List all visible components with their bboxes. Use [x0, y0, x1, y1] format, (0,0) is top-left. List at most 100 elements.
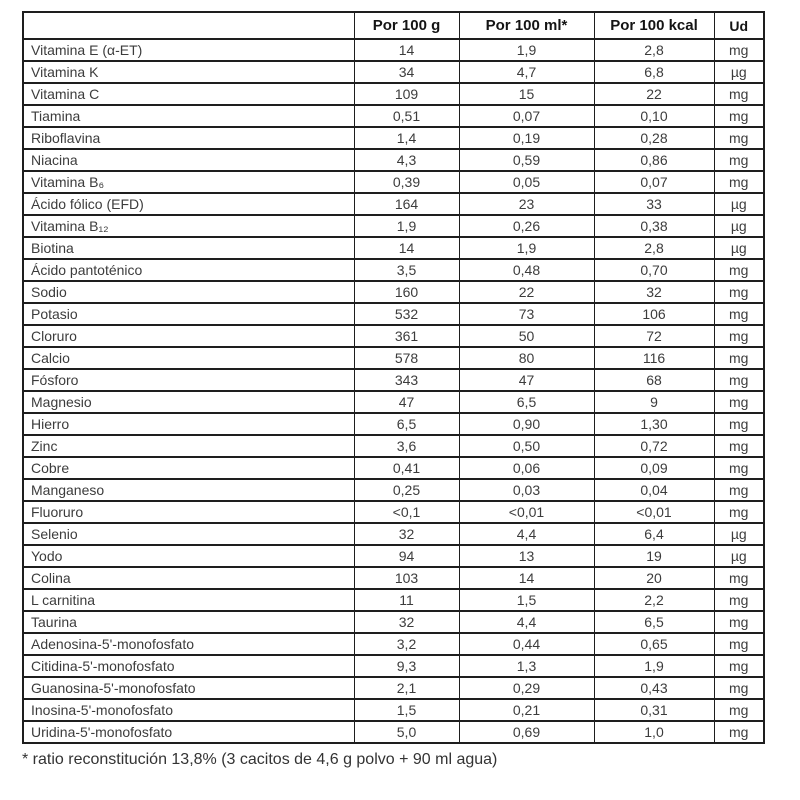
table-row: Hierro 6,5 0,90 1,30 mg: [22, 412, 765, 436]
table-row: Inosina-5'-monofosfato 1,5 0,21 0,31 mg: [22, 698, 765, 722]
unit-label: mg: [713, 390, 765, 414]
value-per-100kcal: 0,43: [593, 676, 715, 700]
value-per-100ml: 23: [458, 192, 595, 216]
value-per-100g: 32: [353, 522, 460, 546]
unit-label: µg: [713, 236, 765, 260]
table-row: Adenosina-5'-monofosfato 3,2 0,44 0,65 m…: [22, 632, 765, 656]
value-per-100g: 160: [353, 280, 460, 304]
value-per-100ml: 1,9: [458, 38, 595, 62]
value-per-100kcal: 22: [593, 82, 715, 106]
value-per-100kcal: 1,30: [593, 412, 715, 436]
nutrient-name: Vitamina K: [22, 60, 355, 84]
nutrient-name: Uridina-5'-monofosfato: [22, 720, 355, 744]
value-per-100g: 103: [353, 566, 460, 590]
value-per-100g: 3,2: [353, 632, 460, 656]
column-header-nutrient: [22, 11, 355, 40]
value-per-100g: 0,39: [353, 170, 460, 194]
nutrient-name: Zinc: [22, 434, 355, 458]
nutrient-name: Colina: [22, 566, 355, 590]
unit-label: mg: [713, 368, 765, 392]
value-per-100ml: 0,26: [458, 214, 595, 238]
nutrient-name: Yodo: [22, 544, 355, 568]
value-per-100kcal: <0,01: [593, 500, 715, 524]
value-per-100kcal: 33: [593, 192, 715, 216]
value-per-100g: 578: [353, 346, 460, 370]
value-per-100kcal: 6,8: [593, 60, 715, 84]
value-per-100ml: 4,7: [458, 60, 595, 84]
unit-label: mg: [713, 126, 765, 150]
value-per-100kcal: 0,31: [593, 698, 715, 722]
unit-label: mg: [713, 148, 765, 172]
nutrient-name: Guanosina-5'-monofosfato: [22, 676, 355, 700]
value-per-100kcal: 0,86: [593, 148, 715, 172]
value-per-100kcal: 72: [593, 324, 715, 348]
table-row: Vitamina E (α-ET) 14 1,9 2,8 mg: [22, 38, 765, 62]
unit-label: mg: [713, 324, 765, 348]
value-per-100g: 532: [353, 302, 460, 326]
table-row: Calcio 578 80 116 mg: [22, 346, 765, 370]
value-per-100ml: 1,3: [458, 654, 595, 678]
value-per-100g: 6,5: [353, 412, 460, 436]
value-per-100ml: 0,44: [458, 632, 595, 656]
value-per-100kcal: 19: [593, 544, 715, 568]
column-header-per-100g: Por 100 g: [353, 11, 460, 40]
value-per-100kcal: 20: [593, 566, 715, 590]
value-per-100ml: 0,59: [458, 148, 595, 172]
table-row: Ácido pantoténico 3,5 0,48 0,70 mg: [22, 258, 765, 282]
value-per-100ml: 0,48: [458, 258, 595, 282]
table-row: Cobre 0,41 0,06 0,09 mg: [22, 456, 765, 480]
table-row: Fósforo 343 47 68 mg: [22, 368, 765, 392]
nutrient-name: Riboflavina: [22, 126, 355, 150]
table-row: Zinc 3,6 0,50 0,72 mg: [22, 434, 765, 458]
value-per-100ml: 1,5: [458, 588, 595, 612]
unit-label: mg: [713, 566, 765, 590]
value-per-100kcal: 2,8: [593, 38, 715, 62]
value-per-100ml: 47: [458, 368, 595, 392]
value-per-100kcal: 0,07: [593, 170, 715, 194]
value-per-100ml: 14: [458, 566, 595, 590]
value-per-100g: 11: [353, 588, 460, 612]
nutrient-name: Ácido pantoténico: [22, 258, 355, 282]
nutrient-name: Vitamina C: [22, 82, 355, 106]
value-per-100g: 14: [353, 38, 460, 62]
footnote: * ratio reconstitución 13,8% (3 cacitos …: [22, 751, 498, 768]
nutrient-name: Magnesio: [22, 390, 355, 414]
value-per-100g: 3,5: [353, 258, 460, 282]
nutrient-name: Manganeso: [22, 478, 355, 502]
value-per-100ml: 73: [458, 302, 595, 326]
nutrient-name: Hierro: [22, 412, 355, 436]
table-row: Riboflavina 1,4 0,19 0,28 mg: [22, 126, 765, 150]
value-per-100kcal: 6,5: [593, 610, 715, 634]
value-per-100kcal: 0,65: [593, 632, 715, 656]
value-per-100g: 1,4: [353, 126, 460, 150]
table-row: Vitamina B₁₂ 1,9 0,26 0,38 µg: [22, 214, 765, 238]
table-row: Niacina 4,3 0,59 0,86 mg: [22, 148, 765, 172]
value-per-100kcal: 0,10: [593, 104, 715, 128]
value-per-100ml: 6,5: [458, 390, 595, 414]
unit-label: mg: [713, 412, 765, 436]
value-per-100kcal: 0,38: [593, 214, 715, 238]
table-row: L carnitina 11 1,5 2,2 mg: [22, 588, 765, 612]
table-row: Tiamina 0,51 0,07 0,10 mg: [22, 104, 765, 128]
unit-label: µg: [713, 522, 765, 546]
value-per-100ml: 0,21: [458, 698, 595, 722]
nutrient-name: Biotina: [22, 236, 355, 260]
nutrient-name: Cloruro: [22, 324, 355, 348]
value-per-100kcal: 0,28: [593, 126, 715, 150]
unit-label: mg: [713, 456, 765, 480]
value-per-100ml: 0,69: [458, 720, 595, 744]
value-per-100g: 0,51: [353, 104, 460, 128]
nutrient-name: Vitamina B₁₂: [22, 214, 355, 238]
value-per-100g: 14: [353, 236, 460, 260]
table-row: Sodio 160 22 32 mg: [22, 280, 765, 304]
nutrient-name: Vitamina E (α-ET): [22, 38, 355, 62]
unit-label: µg: [713, 60, 765, 84]
nutrient-name: Inosina-5'-monofosfato: [22, 698, 355, 722]
unit-label: mg: [713, 654, 765, 678]
table-row: Yodo 94 13 19 µg: [22, 544, 765, 568]
value-per-100ml: 15: [458, 82, 595, 106]
value-per-100g: 361: [353, 324, 460, 348]
unit-label: mg: [713, 500, 765, 524]
table-row: Vitamina K 34 4,7 6,8 µg: [22, 60, 765, 84]
value-per-100g: 2,1: [353, 676, 460, 700]
